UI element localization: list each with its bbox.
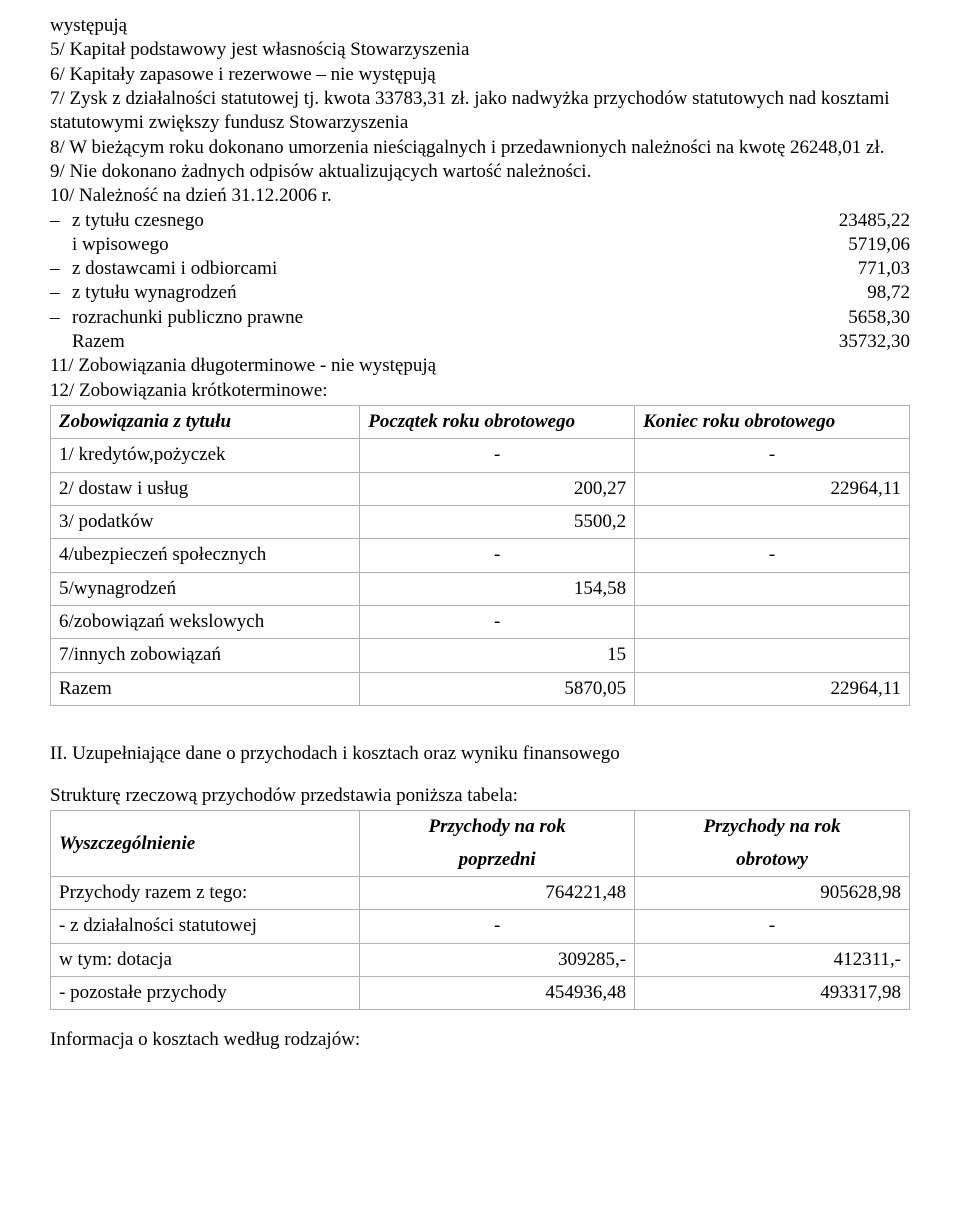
- table-cell: 5500,2: [360, 505, 635, 538]
- table-cell-label: - pozostałe przychody: [51, 977, 360, 1010]
- table-cell: [635, 639, 910, 672]
- intro-line-7: 10/ Należność na dzień 31.12.2006 r.: [50, 184, 910, 208]
- table-cell: 905628,98: [635, 877, 910, 910]
- table-row: w tym: dotacja309285,-412311,-: [51, 943, 910, 976]
- liab-line-12: 12/ Zobowiązania krótkoterminowe:: [50, 379, 910, 403]
- table-row: 1/ kredytów,pożyczek--: [51, 439, 910, 472]
- table-row: 6/zobowiązań wekslowych-: [51, 605, 910, 638]
- table-cell: -: [360, 605, 635, 638]
- receivable-row: – z dostawcami i odbiorcami 771,03: [50, 257, 910, 281]
- table-cell: 154,58: [360, 572, 635, 605]
- dash-icon: –: [50, 281, 72, 305]
- table-cell: 200,27: [360, 472, 635, 505]
- table-cell: 309285,-: [360, 943, 635, 976]
- receivable-label: z dostawcami i odbiorcami: [72, 257, 740, 281]
- table-cell-label: 4/ubezpieczeń społecznych: [51, 539, 360, 572]
- table-cell: 412311,-: [635, 943, 910, 976]
- table-header: Początek roku obrotowego: [360, 406, 635, 439]
- table-cell-label: 6/zobowiązań wekslowych: [51, 605, 360, 638]
- table-cell: [635, 572, 910, 605]
- footer-line: Informacja o kosztach według rodzajów:: [50, 1028, 910, 1052]
- table-row: - pozostałe przychody454936,48493317,98: [51, 977, 910, 1010]
- table-cell: -: [635, 539, 910, 572]
- table-cell-label: Razem: [51, 672, 360, 705]
- intro-line-2: 5/ Kapitał podstawowy jest własnością St…: [50, 38, 910, 62]
- dash-icon: –: [50, 257, 72, 281]
- table-cell: 454936,48: [360, 977, 635, 1010]
- receivable-value: 23485,22: [740, 209, 910, 233]
- table-cell: -: [360, 539, 635, 572]
- table-header: Zobowiązania z tytułu: [51, 406, 360, 439]
- table-header: Przychody na rok: [360, 811, 635, 844]
- table-cell: [635, 505, 910, 538]
- table-row: 4/ubezpieczeń społecznych--: [51, 539, 910, 572]
- receivable-value: 98,72: [740, 281, 910, 305]
- table-cell: 5870,05: [360, 672, 635, 705]
- table-cell: 22964,11: [635, 472, 910, 505]
- table-cell: -: [635, 910, 910, 943]
- table-cell-label: 1/ kredytów,pożyczek: [51, 439, 360, 472]
- table-cell-label: Przychody razem z tego:: [51, 877, 360, 910]
- table-header: Wyszczególnienie: [51, 811, 360, 877]
- liabilities-table: Zobowiązania z tytułu Początek roku obro…: [50, 405, 910, 706]
- receivable-value: 5658,30: [740, 306, 910, 330]
- receivable-row: – z tytułu wynagrodzeń 98,72: [50, 281, 910, 305]
- intro-line-5: 8/ W bieżącym roku dokonano umorzenia ni…: [50, 136, 910, 160]
- table-cell-label: 5/wynagrodzeń: [51, 572, 360, 605]
- receivable-label: rozrachunki publiczno prawne: [72, 306, 740, 330]
- receivable-sublabel: i wpisowego: [72, 233, 740, 257]
- table-row: Przychody razem z tego:764221,48905628,9…: [51, 877, 910, 910]
- table-cell: 15: [360, 639, 635, 672]
- table-cell: 764221,48: [360, 877, 635, 910]
- receivable-row: – z tytułu czesnego 23485,22: [50, 209, 910, 233]
- liab-line-11: 11/ Zobowiązania długoterminowe - nie wy…: [50, 354, 910, 378]
- receivable-subrow: i wpisowego 5719,06: [50, 233, 910, 257]
- receivable-value: 771,03: [740, 257, 910, 281]
- section2-intro: Strukturę rzeczową przychodów przedstawi…: [50, 784, 910, 808]
- table-header-row: Wyszczególnienie Przychody na rok Przych…: [51, 811, 910, 844]
- dash-icon: –: [50, 306, 72, 330]
- receivable-total-label: Razem: [72, 330, 740, 354]
- table-row: 5/wynagrodzeń154,58: [51, 572, 910, 605]
- receivable-value: 5719,06: [740, 233, 910, 257]
- intro-line-3: 6/ Kapitały zapasowe i rezerwowe – nie w…: [50, 63, 910, 87]
- table-cell: 493317,98: [635, 977, 910, 1010]
- table-cell-label: 7/innych zobowiązań: [51, 639, 360, 672]
- table-header: poprzedni: [360, 844, 635, 877]
- section2-heading: II. Uzupełniające dane o przychodach i k…: [50, 742, 910, 766]
- document-page: występują 5/ Kapitał podstawowy jest wła…: [0, 0, 960, 1093]
- table-header-row: Zobowiązania z tytułu Początek roku obro…: [51, 406, 910, 439]
- intro-line-1: występują: [50, 14, 910, 38]
- table-row: 3/ podatków5500,2: [51, 505, 910, 538]
- table-cell-label: - z działalności statutowej: [51, 910, 360, 943]
- receivable-total-row: Razem 35732,30: [50, 330, 910, 354]
- income-table: Wyszczególnienie Przychody na rok Przych…: [50, 810, 910, 1010]
- dash-icon: –: [50, 209, 72, 233]
- table-cell: -: [360, 910, 635, 943]
- receivable-label: z tytułu wynagrodzeń: [72, 281, 740, 305]
- receivable-row: – rozrachunki publiczno prawne 5658,30: [50, 306, 910, 330]
- table-header: obrotowy: [635, 844, 910, 877]
- table-cell: [635, 605, 910, 638]
- table-header: Przychody na rok: [635, 811, 910, 844]
- intro-line-6: 9/ Nie dokonano żadnych odpisów aktualiz…: [50, 160, 910, 184]
- table-cell: 22964,11: [635, 672, 910, 705]
- table-cell-label: 3/ podatków: [51, 505, 360, 538]
- table-header: Koniec roku obrotowego: [635, 406, 910, 439]
- table-row: - z działalności statutowej--: [51, 910, 910, 943]
- receivable-label: z tytułu czesnego: [72, 209, 740, 233]
- table-row: Razem5870,0522964,11: [51, 672, 910, 705]
- table-cell: -: [360, 439, 635, 472]
- table-cell-label: 2/ dostaw i usług: [51, 472, 360, 505]
- table-cell-label: w tym: dotacja: [51, 943, 360, 976]
- table-row: 7/innych zobowiązań15: [51, 639, 910, 672]
- receivable-total-value: 35732,30: [740, 330, 910, 354]
- table-cell: -: [635, 439, 910, 472]
- intro-line-4: 7/ Zysk z działalności statutowej tj. kw…: [50, 87, 910, 136]
- table-row: 2/ dostaw i usług200,2722964,11: [51, 472, 910, 505]
